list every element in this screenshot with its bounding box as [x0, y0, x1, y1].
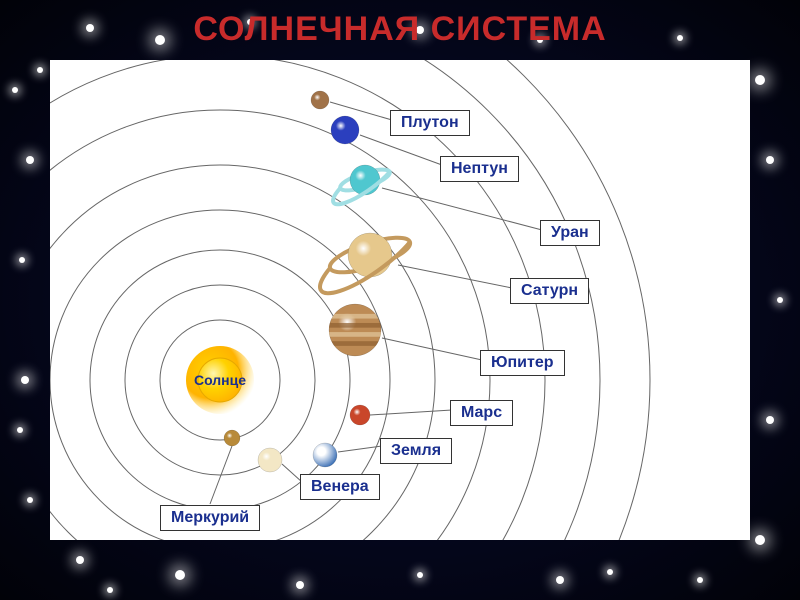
star	[76, 556, 84, 564]
star	[175, 570, 185, 580]
leader-jupiter	[382, 338, 482, 360]
page-title: СОЛНЕЧНАЯ СИСТЕМА	[193, 10, 606, 49]
diagram-panel: Солнце Меркурий ВенераЗемля Марс Юпитер Сатур…	[50, 60, 750, 540]
star	[296, 581, 304, 589]
star	[766, 156, 774, 164]
star	[27, 497, 33, 503]
leader-venus	[282, 464, 302, 482]
planet-pluto	[311, 91, 329, 109]
label-venus: Венера	[300, 474, 380, 500]
sun-label: Солнце	[190, 372, 250, 388]
leader-saturn	[398, 265, 512, 288]
star	[86, 24, 94, 32]
star	[755, 535, 765, 545]
label-saturn: Сатурн	[510, 278, 589, 304]
star	[417, 572, 423, 578]
star	[37, 67, 43, 73]
venus-body	[258, 448, 282, 472]
label-pluto: Плутон	[390, 110, 470, 136]
label-mars: Марс	[450, 400, 513, 426]
label-earth: Земля	[380, 438, 452, 464]
orbit-6	[50, 110, 490, 540]
planet-mercury	[224, 430, 240, 446]
star	[755, 75, 765, 85]
star	[19, 257, 25, 263]
planet-earth	[313, 443, 337, 467]
planet-venus	[258, 448, 282, 472]
pluto-body	[311, 91, 329, 109]
earth-body	[313, 443, 337, 467]
star	[556, 576, 564, 584]
star	[777, 297, 783, 303]
stage: СОЛНЕЧНАЯ СИСТЕМА Солнце Меркурий ВенераЗе…	[0, 0, 800, 600]
star	[677, 35, 683, 41]
planet-neptune	[331, 116, 359, 144]
mercury-body	[224, 430, 240, 446]
jupiter-body	[329, 304, 381, 356]
saturn-body	[348, 233, 392, 277]
planet-saturn	[315, 231, 418, 297]
star	[26, 156, 34, 164]
neptune-body	[331, 116, 359, 144]
label-uranus: Уран	[540, 220, 600, 246]
star	[17, 427, 23, 433]
star	[21, 376, 29, 384]
star	[766, 416, 774, 424]
leader-uranus	[382, 188, 542, 230]
star	[697, 577, 703, 583]
label-mercury: Меркурий	[160, 505, 260, 531]
star	[107, 587, 113, 593]
planet-mars	[350, 405, 370, 425]
star	[607, 569, 613, 575]
leader-neptune	[360, 135, 442, 165]
label-neptune: Нептун	[440, 156, 519, 182]
mars-body	[350, 405, 370, 425]
planet-jupiter	[329, 304, 381, 356]
leader-mars	[370, 410, 452, 415]
star	[155, 35, 165, 45]
star	[12, 87, 18, 93]
label-jupiter: Юпитер	[480, 350, 565, 376]
planet-uranus	[330, 165, 395, 206]
